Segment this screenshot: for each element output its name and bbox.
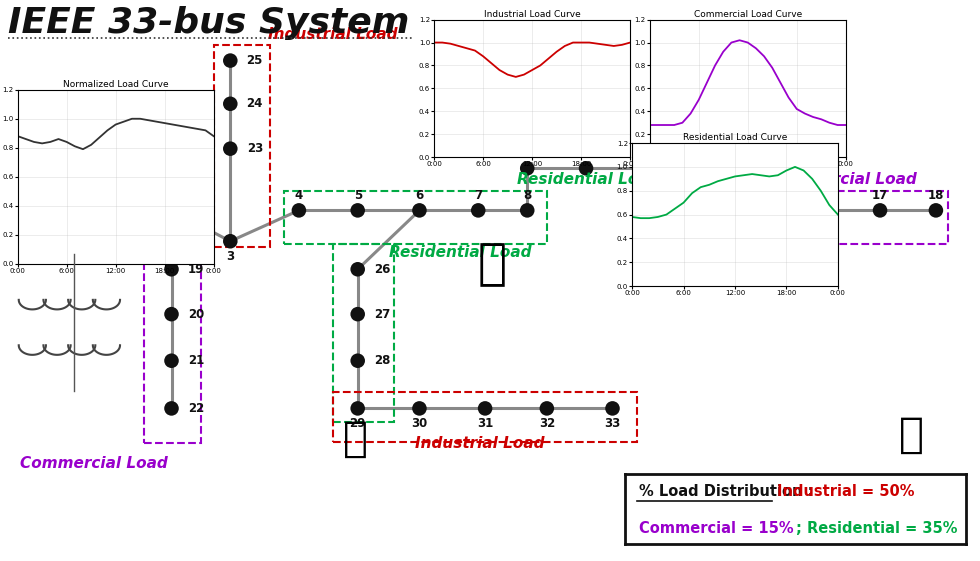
Point [350,404,366,413]
Text: 28: 28 [374,354,390,367]
Text: 15: 15 [755,188,770,202]
Text: 2: 2 [168,188,175,202]
Bar [740,191,948,244]
Text: Industrial = 50%: Industrial = 50% [777,484,914,499]
Point [477,404,493,413]
Text: 4: 4 [295,188,303,202]
Bar [284,191,547,244]
Point [350,356,366,365]
Text: 🏢: 🏢 [899,414,924,456]
Text: 7: 7 [474,188,482,202]
Text: 13: 13 [755,146,770,160]
Text: 16: 16 [815,188,831,202]
Text: 6: 6 [416,188,423,202]
Text: 24: 24 [247,97,263,111]
Point [350,206,366,215]
Text: 22: 22 [188,402,204,415]
Bar [333,244,394,422]
Point [470,206,486,215]
Point [350,310,366,319]
Point [291,206,307,215]
Point [164,356,179,365]
Text: 8: 8 [523,188,531,202]
Text: 30: 30 [412,417,427,430]
Text: 10: 10 [578,146,594,160]
Text: 🏠: 🏠 [478,240,507,288]
Text: 11: 11 [637,146,653,160]
Text: Commercial Load: Commercial Load [21,456,168,471]
Text: 17: 17 [872,188,888,202]
Point [539,404,555,413]
Text: ; Residential = 35%: ; Residential = 35% [796,521,957,536]
Point [164,265,179,274]
Text: IEEE 33-bus System: IEEE 33-bus System [8,6,410,40]
Text: 14: 14 [815,146,831,160]
Text: 19: 19 [188,263,204,276]
Title: Residential Load Curve: Residential Load Curve [683,134,787,142]
Text: Residential Load: Residential Load [516,172,660,187]
Text: 25: 25 [247,54,263,67]
Point [412,206,427,215]
Bar [214,45,270,247]
Text: 12: 12 [696,146,711,160]
Text: Residential Load: Residential Load [389,245,532,260]
Text: 18: 18 [928,188,944,202]
Text: 31: 31 [477,417,493,430]
Text: 32: 32 [539,417,555,430]
Text: 5: 5 [354,188,362,202]
Text: 23: 23 [247,142,263,155]
Point [605,404,620,413]
Point [222,237,238,246]
Text: 26: 26 [374,263,390,276]
Text: % Load Distribution :: % Load Distribution : [639,484,813,499]
Point [815,164,831,173]
Bar [333,392,637,442]
Point [637,164,653,173]
Text: 20: 20 [188,307,204,321]
Point [350,265,366,274]
Point [755,164,770,173]
Title: Normalized Load Curve: Normalized Load Curve [63,80,169,89]
Text: 9: 9 [523,146,531,160]
Point [928,206,944,215]
Point [164,404,179,413]
Point [872,206,888,215]
Point [815,206,831,215]
Text: Industrial Load: Industrial Load [416,436,545,450]
Point [755,206,770,215]
Text: 21: 21 [188,354,204,367]
Text: Commercial = 15%: Commercial = 15% [639,521,794,536]
Bar [144,244,201,443]
Point [412,404,427,413]
Text: 3: 3 [226,250,234,263]
Text: 27: 27 [374,307,390,321]
Point [222,144,238,153]
Point [222,56,238,65]
Point [519,206,535,215]
Point [164,206,179,215]
Point [519,164,535,173]
Title: Commercial Load Curve: Commercial Load Curve [694,10,802,19]
Title: Industrial Load Curve: Industrial Load Curve [484,10,580,19]
Point [222,99,238,108]
Text: Commercial Load: Commercial Load [769,172,916,187]
Text: Industrial Load: Industrial Load [269,27,398,42]
Text: 29: 29 [350,417,366,430]
Point [578,164,594,173]
Point [696,164,711,173]
Text: 🏭: 🏭 [343,418,368,460]
Point [164,310,179,319]
Text: 33: 33 [605,417,620,430]
